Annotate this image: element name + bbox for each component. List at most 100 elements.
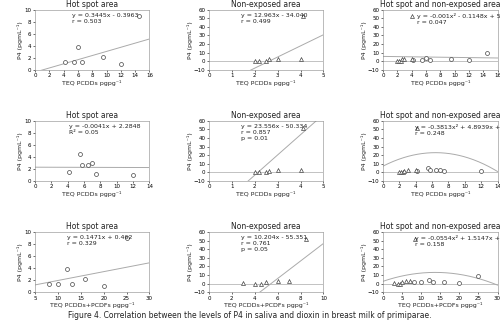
Point	[54, 282, 62, 287]
Point	[44, 282, 52, 287]
Point	[436, 167, 444, 172]
Text: y = -0.0554x² + 1.5147x + 2.591
r = 0.158: y = -0.0554x² + 1.5147x + 2.591 r = 0.15…	[415, 235, 500, 247]
X-axis label: TEQ PCDDs+PCDFs pgpg⁻¹: TEQ PCDDs+PCDFs pgpg⁻¹	[398, 302, 482, 308]
Text: y = -0.3813x² + 4.8939x + 7.2031
r = 0.248: y = -0.3813x² + 4.8939x + 7.2031 r = 0.2…	[415, 124, 500, 136]
Point	[395, 58, 403, 64]
Point	[274, 167, 281, 172]
Point	[299, 14, 307, 19]
Title: Hot spot area: Hot spot area	[66, 222, 118, 231]
Point	[483, 51, 491, 56]
Title: Non-exposed area: Non-exposed area	[232, 0, 301, 9]
Point	[426, 168, 434, 173]
Point	[456, 280, 464, 285]
Point	[390, 281, 398, 286]
Title: Hot spot and non-exposed area: Hot spot and non-exposed area	[380, 222, 500, 231]
Point	[296, 56, 304, 61]
Point	[274, 56, 281, 61]
X-axis label: TEQ PCDDs pgpg⁻¹: TEQ PCDDs pgpg⁻¹	[62, 80, 122, 86]
Point	[82, 277, 90, 282]
Point	[63, 267, 71, 272]
X-axis label: TEQ PCDDs pgpg⁻¹: TEQ PCDDs pgpg⁻¹	[236, 191, 296, 197]
X-axis label: TEQ PCDDs+PCDFs pgpg⁻¹: TEQ PCDDs+PCDFs pgpg⁻¹	[224, 302, 308, 308]
Point	[397, 170, 405, 175]
X-axis label: TEQ PCDDs+PCDFs pgpg⁻¹: TEQ PCDDs+PCDFs pgpg⁻¹	[50, 302, 134, 308]
Point	[129, 172, 137, 178]
Title: Non-exposed area: Non-exposed area	[232, 222, 301, 231]
Point	[396, 169, 404, 175]
Point	[99, 55, 107, 60]
Point	[408, 14, 416, 19]
Point	[412, 125, 420, 130]
Text: y = 23.556x - 50.334
r = 0.857
p = 0.01: y = 23.556x - 50.334 r = 0.857 p = 0.01	[241, 124, 308, 141]
Point	[398, 279, 406, 284]
Point	[88, 160, 96, 165]
Point	[302, 236, 310, 241]
Point	[134, 13, 142, 18]
Title: Hot spot area: Hot spot area	[66, 111, 118, 120]
Point	[256, 281, 264, 286]
Point	[66, 169, 74, 175]
Point	[70, 59, 78, 65]
Point	[299, 125, 307, 130]
Point	[465, 58, 473, 63]
Y-axis label: P4 (pgmL⁻¹): P4 (pgmL⁻¹)	[17, 243, 23, 281]
Text: y = 0.1471x + 0.462
r = 0.329: y = 0.1471x + 0.462 r = 0.329	[67, 235, 132, 246]
Point	[396, 281, 404, 286]
Point	[122, 235, 130, 240]
Point	[432, 168, 440, 173]
Y-axis label: P4 (pgmL⁻¹): P4 (pgmL⁻¹)	[360, 132, 366, 170]
X-axis label: TEQ PCDDs pgpg⁻¹: TEQ PCDDs pgpg⁻¹	[62, 191, 122, 197]
Point	[68, 282, 76, 287]
Y-axis label: P4 (pgmL⁻¹): P4 (pgmL⁻¹)	[360, 243, 366, 281]
Text: y = -0.001x² - 0.1148x + 5.5127
r = 0.047: y = -0.001x² - 0.1148x + 5.5127 r = 0.04…	[418, 13, 500, 25]
Point	[78, 162, 86, 167]
Point	[285, 278, 293, 283]
Point	[296, 167, 304, 172]
Point	[262, 170, 270, 175]
Point	[414, 169, 422, 174]
Point	[412, 236, 420, 241]
Point	[418, 57, 426, 63]
Point	[92, 171, 100, 176]
Title: Hot spot area: Hot spot area	[66, 0, 118, 9]
X-axis label: TEQ PCDDs pgpg⁻¹: TEQ PCDDs pgpg⁻¹	[410, 191, 470, 197]
Point	[477, 169, 485, 174]
Point	[422, 55, 430, 60]
Point	[76, 151, 84, 156]
Point	[251, 169, 259, 175]
Point	[440, 279, 448, 284]
Y-axis label: P4 (pgmL⁻¹): P4 (pgmL⁻¹)	[360, 21, 366, 58]
Point	[402, 278, 410, 283]
Text: y = 0.3445x - 0.3963
r = 0.503: y = 0.3445x - 0.3963 r = 0.503	[72, 13, 138, 24]
Point	[251, 281, 259, 286]
Y-axis label: P4 (pgmL⁻¹): P4 (pgmL⁻¹)	[17, 21, 23, 58]
Point	[404, 167, 411, 172]
Point	[262, 58, 270, 64]
Y-axis label: P4 (pgmL⁻¹): P4 (pgmL⁻¹)	[186, 21, 192, 58]
Point	[474, 273, 482, 278]
Point	[400, 170, 407, 175]
Title: Non-exposed area: Non-exposed area	[232, 111, 301, 120]
Point	[417, 280, 425, 285]
Point	[264, 168, 272, 173]
Point	[256, 170, 264, 175]
Point	[117, 61, 125, 66]
Point	[406, 278, 413, 283]
Text: Figure 4. Correlation between the levels of P4 in saliva and dioxin in breast mi: Figure 4. Correlation between the levels…	[68, 311, 432, 320]
Point	[274, 278, 281, 283]
Point	[264, 57, 272, 62]
Point	[425, 278, 433, 283]
X-axis label: TEQ PCDDs pgpg⁻¹: TEQ PCDDs pgpg⁻¹	[410, 80, 470, 86]
Point	[440, 169, 448, 174]
Text: y = 12.963x - 34.040
r = 0.499: y = 12.963x - 34.040 r = 0.499	[241, 13, 308, 24]
Point	[398, 57, 406, 62]
Point	[251, 58, 259, 63]
Point	[394, 58, 402, 63]
Point	[394, 281, 402, 286]
Y-axis label: P4 (pgmL⁻¹): P4 (pgmL⁻¹)	[186, 132, 192, 170]
Point	[74, 44, 82, 49]
X-axis label: TEQ PCDDs pgpg⁻¹: TEQ PCDDs pgpg⁻¹	[236, 80, 296, 86]
Point	[100, 283, 108, 289]
Text: y = -0.0041x + 2.2848
R² = 0.05: y = -0.0041x + 2.2848 R² = 0.05	[70, 124, 141, 135]
Title: Hot spot and non-exposed area: Hot spot and non-exposed area	[380, 111, 500, 120]
